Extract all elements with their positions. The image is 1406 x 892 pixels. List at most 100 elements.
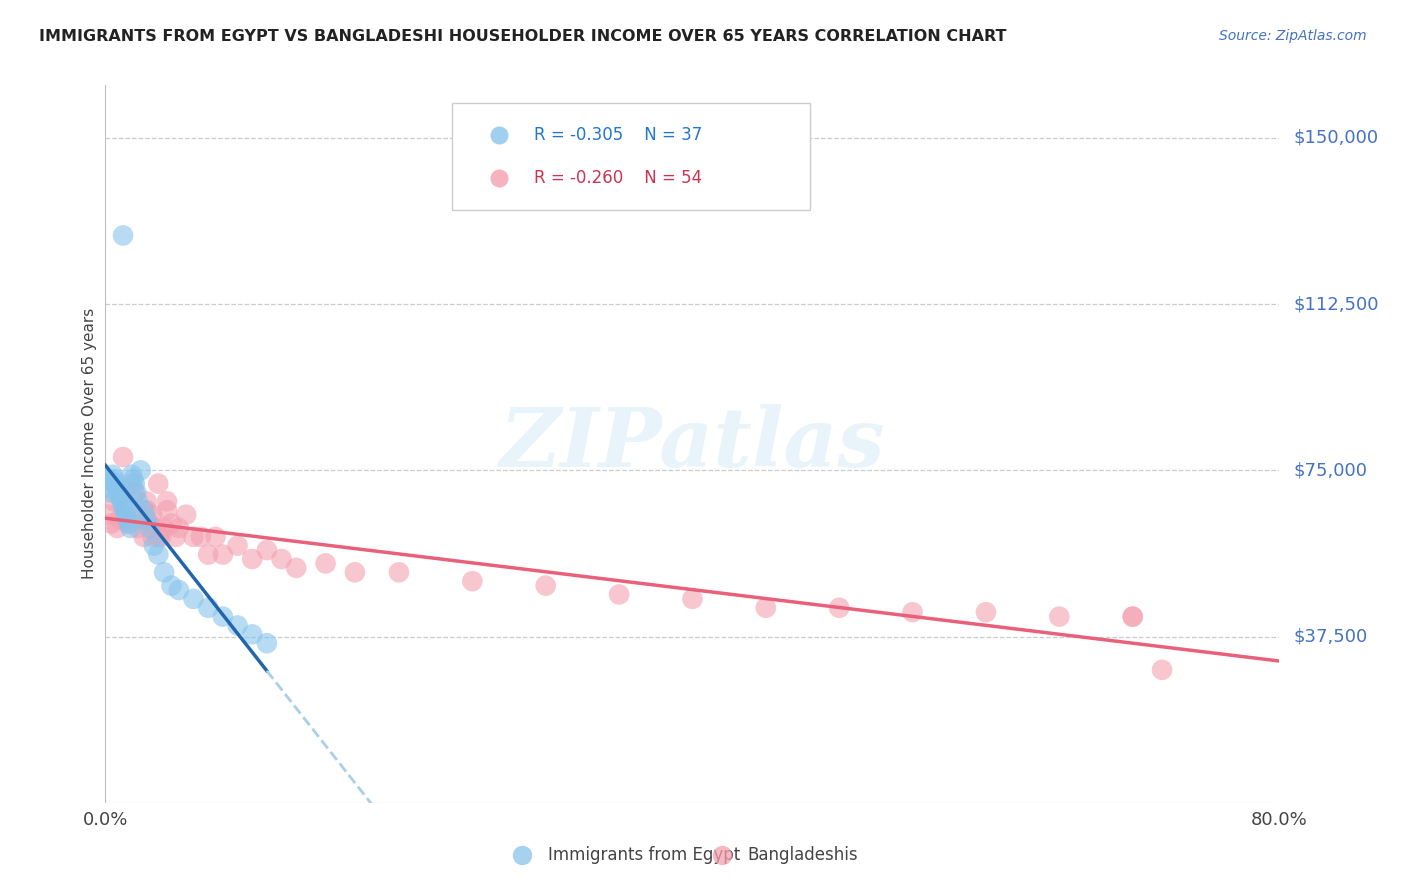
Point: [167, 582, 190, 597]
Point: [141, 530, 163, 544]
Point: [112, 499, 135, 513]
Point: [165, 530, 187, 544]
Text: $37,500: $37,500: [1294, 628, 1368, 646]
Point: [211, 548, 233, 562]
Point: [97, 472, 120, 486]
Point: [124, 485, 146, 500]
Point: [132, 503, 155, 517]
Text: Bangladeshis: Bangladeshis: [748, 846, 858, 863]
Point: [167, 521, 190, 535]
Point: [104, 476, 127, 491]
Point: [141, 508, 163, 522]
Point: [240, 627, 263, 641]
Point: [127, 494, 149, 508]
Point: [270, 552, 292, 566]
Point: [226, 539, 249, 553]
Point: [240, 552, 263, 566]
Point: [101, 467, 124, 482]
Point: [142, 539, 165, 553]
Text: Immigrants from Egypt: Immigrants from Egypt: [548, 846, 741, 863]
Point: [138, 521, 160, 535]
Point: [148, 530, 170, 544]
Point: [461, 574, 484, 589]
Point: [534, 579, 557, 593]
Text: R = -0.260    N = 54: R = -0.260 N = 54: [534, 169, 702, 187]
Point: [105, 521, 128, 535]
Point: [1150, 663, 1173, 677]
FancyBboxPatch shape: [451, 103, 810, 211]
Point: [138, 516, 160, 531]
Point: [135, 503, 157, 517]
Point: [1122, 609, 1144, 624]
Point: [153, 521, 176, 535]
Point: [197, 600, 219, 615]
Point: [108, 512, 131, 526]
Point: [828, 600, 851, 615]
Text: ZIPatlas: ZIPatlas: [499, 404, 886, 483]
Point: [160, 579, 183, 593]
Point: [124, 476, 146, 491]
Point: [135, 512, 157, 526]
Point: [115, 508, 138, 522]
Point: [285, 561, 308, 575]
Point: [100, 516, 122, 531]
Point: [122, 472, 145, 486]
Point: [755, 600, 778, 615]
Point: [103, 472, 125, 486]
Point: [1047, 609, 1070, 624]
Text: $112,500: $112,500: [1294, 295, 1379, 313]
Point: [174, 508, 197, 522]
Point: [607, 587, 630, 601]
Point: [197, 548, 219, 562]
Point: [211, 609, 233, 624]
Point: [901, 605, 924, 619]
Point: [974, 605, 997, 619]
Point: [183, 591, 205, 606]
Point: [343, 566, 366, 580]
Point: [118, 516, 141, 531]
Point: [97, 508, 120, 522]
Point: [132, 530, 155, 544]
Point: [117, 512, 139, 526]
Point: [315, 557, 337, 571]
Text: R = -0.305    N = 37: R = -0.305 N = 37: [534, 126, 702, 145]
Point: [150, 530, 173, 544]
Point: [226, 618, 249, 632]
Point: [120, 521, 142, 535]
Point: [108, 490, 131, 504]
Point: [98, 481, 121, 495]
Point: [105, 481, 128, 495]
Point: [100, 485, 122, 500]
Point: [204, 530, 226, 544]
Point: [112, 450, 135, 464]
Point: [148, 476, 170, 491]
Point: [156, 494, 179, 508]
Point: [110, 494, 132, 508]
Point: [135, 494, 157, 508]
Point: [129, 463, 152, 477]
Point: [190, 530, 212, 544]
Point: [183, 530, 205, 544]
Point: [125, 485, 148, 500]
Text: $75,000: $75,000: [1294, 461, 1368, 479]
Point: [129, 512, 152, 526]
Point: [1122, 609, 1144, 624]
Point: [160, 516, 183, 531]
Point: [114, 503, 136, 517]
Point: [121, 467, 143, 482]
Text: $150,000: $150,000: [1294, 129, 1378, 147]
Y-axis label: Householder Income Over 65 years: Householder Income Over 65 years: [82, 308, 97, 580]
Point: [121, 476, 143, 491]
Point: [388, 566, 411, 580]
Point: [107, 485, 129, 500]
Point: [118, 516, 141, 531]
Text: IMMIGRANTS FROM EGYPT VS BANGLADESHI HOUSEHOLDER INCOME OVER 65 YEARS CORRELATIO: IMMIGRANTS FROM EGYPT VS BANGLADESHI HOU…: [39, 29, 1007, 44]
Point: [256, 636, 278, 650]
Point: [127, 521, 149, 535]
Point: [143, 521, 166, 535]
Point: [103, 494, 125, 508]
Point: [115, 503, 138, 517]
Text: Source: ZipAtlas.com: Source: ZipAtlas.com: [1219, 29, 1367, 43]
Point: [156, 503, 179, 517]
Point: [153, 566, 176, 580]
